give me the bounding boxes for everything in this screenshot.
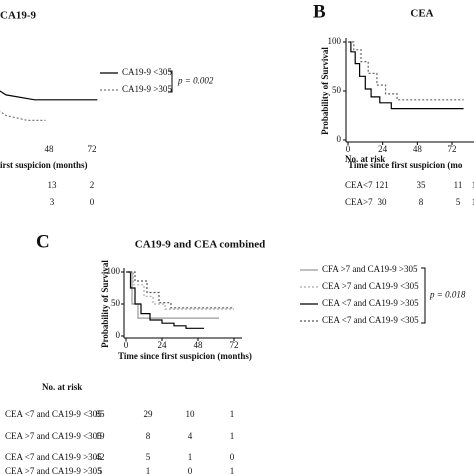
risk-count: 0 [188, 466, 193, 474]
chart-title: CA19-9 and CEA combined [135, 239, 266, 251]
risk-count: 1 [188, 452, 193, 462]
risk-count: 1 [146, 466, 151, 474]
risk-count: 30 [378, 197, 388, 207]
x-axis-label: irst suspicion (months) [0, 160, 88, 170]
risk-row-label: CEA<7 [345, 180, 373, 190]
y-tick-label: 100 [107, 266, 121, 276]
y-tick-label: 100 [328, 36, 342, 46]
risk-row-label: CEA >7 and CA19-9 <305 [5, 431, 102, 441]
legend-label: CEA <7 and CA19-9 <305 [322, 315, 419, 325]
survival-curve [0, 90, 98, 101]
risk-count: 42 [96, 452, 105, 462]
p-value: p = 0.018 [429, 290, 466, 300]
x-axis-label: Time since first suspicion (months) [118, 351, 252, 361]
panel-label: C [36, 231, 50, 252]
risk-count: 5 [98, 466, 103, 474]
risk-count: 5 [456, 197, 461, 207]
risk-count: 8 [419, 197, 424, 207]
y-tick-label: 50 [332, 85, 342, 95]
legend-label: CFA >7 and CA19-9 >305 [322, 264, 418, 274]
y-axis-label: Probability of Survival [320, 47, 330, 135]
x-tick-label: 72 [230, 340, 239, 350]
risk-count: 1 [230, 466, 235, 474]
legend-label: CA19-9 <305 [122, 67, 172, 77]
risk-count: 10 [186, 409, 196, 419]
survival-curve [126, 271, 204, 329]
y-tick-label: 0 [337, 134, 342, 144]
legend-label: CEA >7 and CA19-9 <305 [322, 281, 419, 291]
survival-curve [348, 41, 464, 110]
x-tick-label: 0 [124, 340, 129, 350]
x-tick-label: 24 [378, 144, 388, 154]
risk-count: 5 [146, 452, 151, 462]
risk-count: 0 [90, 197, 95, 207]
legend-bracket [421, 267, 426, 324]
risk-row-label: CEA <7 and CA19-9 <305 [5, 409, 102, 419]
risk-row-label: CEA >7 and CA19-9 >305 [5, 466, 102, 474]
legend-label: CA19-9 >305 [122, 84, 172, 94]
legend-label: CEA <7 and CA19-9 >305 [322, 298, 419, 308]
risk-count: 1 [230, 431, 235, 441]
legend-bracket [168, 70, 173, 93]
x-tick-label: 24 [158, 340, 168, 350]
risk-count: 121 [375, 180, 389, 190]
risk-count: 13 [48, 180, 58, 190]
risk-count: 4 [188, 431, 193, 441]
survival-curve [126, 271, 234, 310]
panel-label: B [313, 1, 326, 22]
risk-count: 3 [50, 197, 55, 207]
x-axis-label: Time since first suspicion (mo [348, 160, 463, 170]
y-tick-label: 0 [116, 330, 121, 340]
x-tick-label: 48 [194, 340, 204, 350]
risk-count: 2 [90, 180, 95, 190]
p-value: p = 0.002 [177, 76, 214, 86]
x-tick-label: 0 [346, 144, 351, 154]
risk-count: 0 [230, 452, 235, 462]
risk-count: 29 [144, 409, 154, 419]
x-tick-label: 72 [448, 144, 457, 154]
chart-title: CEA [410, 8, 433, 20]
risk-table-title: No. at risk [345, 154, 385, 164]
risk-row-label: CEA <7 and CA19-9 >305 [5, 452, 102, 462]
y-axis-label: Probability of Survival [100, 260, 110, 348]
survival-curve [126, 271, 234, 309]
y-tick-label: 50 [111, 298, 121, 308]
risk-count: 1 [230, 409, 235, 419]
risk-count: 35 [417, 180, 427, 190]
risk-table-title: No. at risk [42, 382, 82, 392]
risk-count: 1 [472, 180, 474, 190]
risk-count: 85 [96, 409, 106, 419]
risk-count: 11 [454, 180, 463, 190]
risk-row-label: CEA>7 [345, 197, 373, 207]
risk-count: 1 [472, 197, 474, 207]
x-tick-label: 48 [45, 144, 55, 154]
x-tick-label: 72 [88, 144, 97, 154]
chart-title: CA19-9 [0, 10, 37, 22]
risk-count: 19 [96, 431, 106, 441]
risk-count: 8 [146, 431, 151, 441]
x-tick-label: 48 [413, 144, 423, 154]
